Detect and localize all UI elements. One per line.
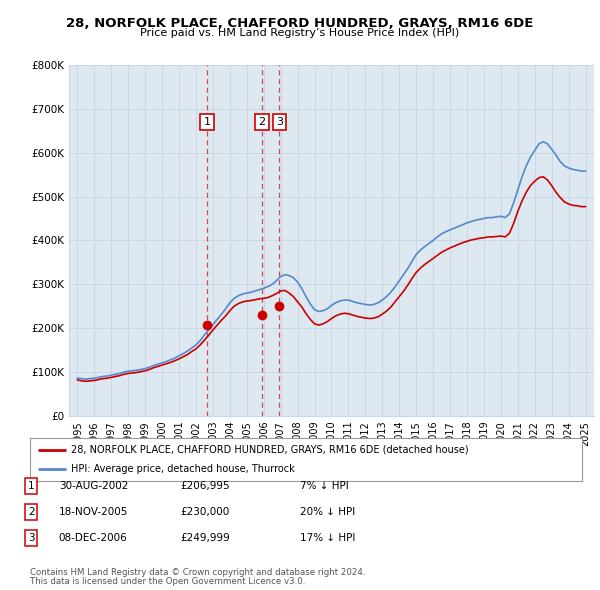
Text: 28, NORFOLK PLACE, CHAFFORD HUNDRED, GRAYS, RM16 6DE (detached house): 28, NORFOLK PLACE, CHAFFORD HUNDRED, GRA… (71, 445, 469, 455)
Text: £230,000: £230,000 (180, 507, 229, 517)
Text: Contains HM Land Registry data © Crown copyright and database right 2024.: Contains HM Land Registry data © Crown c… (30, 568, 365, 577)
Text: 28, NORFOLK PLACE, CHAFFORD HUNDRED, GRAYS, RM16 6DE: 28, NORFOLK PLACE, CHAFFORD HUNDRED, GRA… (67, 17, 533, 30)
Text: Price paid vs. HM Land Registry’s House Price Index (HPI): Price paid vs. HM Land Registry’s House … (140, 28, 460, 38)
Text: 17% ↓ HPI: 17% ↓ HPI (300, 533, 355, 543)
Text: 30-AUG-2002: 30-AUG-2002 (59, 481, 128, 491)
Text: 7% ↓ HPI: 7% ↓ HPI (300, 481, 349, 491)
Text: 2: 2 (28, 507, 35, 517)
Text: 1: 1 (203, 117, 211, 127)
Text: £249,999: £249,999 (180, 533, 230, 543)
Text: HPI: Average price, detached house, Thurrock: HPI: Average price, detached house, Thur… (71, 464, 295, 474)
Text: This data is licensed under the Open Government Licence v3.0.: This data is licensed under the Open Gov… (30, 577, 305, 586)
Text: 18-NOV-2005: 18-NOV-2005 (59, 507, 128, 517)
Text: 3: 3 (276, 117, 283, 127)
Text: 20% ↓ HPI: 20% ↓ HPI (300, 507, 355, 517)
Text: £206,995: £206,995 (180, 481, 230, 491)
Text: 1: 1 (28, 481, 35, 491)
Text: 08-DEC-2006: 08-DEC-2006 (59, 533, 128, 543)
Text: 2: 2 (258, 117, 265, 127)
Text: 3: 3 (28, 533, 35, 543)
